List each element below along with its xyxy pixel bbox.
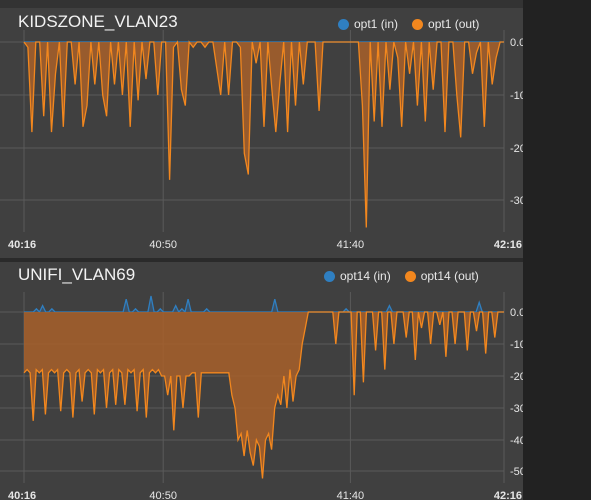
chart-canvas-kidszone: 0.0 -10M -20M -30M 40:16 40:50 41:40 42:16	[0, 30, 523, 251]
legend-dot-out	[412, 18, 424, 30]
legend-label-out: opt14 (out)	[420, 269, 479, 283]
legend-label-in: opt1 (in)	[354, 17, 399, 31]
series-line-out	[23, 311, 504, 479]
legend-item-out[interactable]: opt14 (out)	[404, 269, 479, 283]
chart-panel-unifi: UNIFI_VLAN69 opt14 (in) opt14 (out) 0.0 -…	[0, 262, 523, 500]
y-tick-label: -10M	[510, 90, 523, 102]
chart-panel-kidszone: KIDSZONE_VLAN23 opt1 (in) opt1 (out) 0.0…	[0, 0, 523, 258]
series-area-out	[24, 42, 504, 228]
chart-legend: opt1 (in) opt1 (out)	[338, 17, 487, 31]
x-tick-label: 40:16	[8, 239, 36, 251]
right-background-strip	[523, 0, 591, 500]
legend-item-in[interactable]: opt1 (in)	[338, 17, 398, 31]
y-tick-label: -30M	[510, 195, 523, 207]
y-tick-label: 0.0	[510, 307, 523, 319]
y-tick-label: 0.0	[510, 37, 523, 49]
x-tick-label: 40:50	[149, 490, 177, 500]
panel-header-band	[0, 0, 523, 8]
legend-dot-out	[404, 270, 416, 282]
series-line-out	[23, 40, 504, 228]
legend-item-out[interactable]: opt1 (out)	[412, 17, 479, 31]
series-line-in	[24, 295, 504, 314]
x-tick-label: 40:50	[149, 239, 177, 251]
legend-dot-in	[324, 270, 335, 282]
y-tick-label: -40M	[510, 435, 523, 447]
y-tick-label: -50M	[510, 466, 523, 478]
legend-label-out: opt1 (out)	[428, 17, 480, 31]
legend-label-in: opt14 (in)	[340, 269, 391, 283]
series-area-in	[24, 296, 504, 312]
legend-item-in[interactable]: opt14 (in)	[324, 269, 391, 283]
y-tick-label: -20M	[510, 371, 523, 383]
chart-title: UNIFI_VLAN69	[18, 265, 136, 284]
legend-dot-in	[338, 18, 349, 30]
y-tick-label: -30M	[510, 403, 523, 415]
x-tick-label: 42:16	[494, 490, 522, 500]
x-tick-label: 41:40	[337, 490, 365, 500]
chart-canvas-unifi: 0.0 -10M -20M -30M -40M -50M 40:16 40:50 41:40 42…	[0, 292, 523, 500]
x-tick-label: 40:16	[8, 490, 36, 500]
y-tick-label: -20M	[510, 143, 523, 155]
chart-legend: opt14 (in) opt14 (out)	[324, 269, 487, 283]
chart-title: KIDSZONE_VLAN23	[18, 12, 178, 31]
x-tick-label: 41:40	[337, 239, 365, 251]
x-tick-label: 42:16	[494, 239, 522, 251]
y-tick-label: -10M	[510, 339, 523, 351]
